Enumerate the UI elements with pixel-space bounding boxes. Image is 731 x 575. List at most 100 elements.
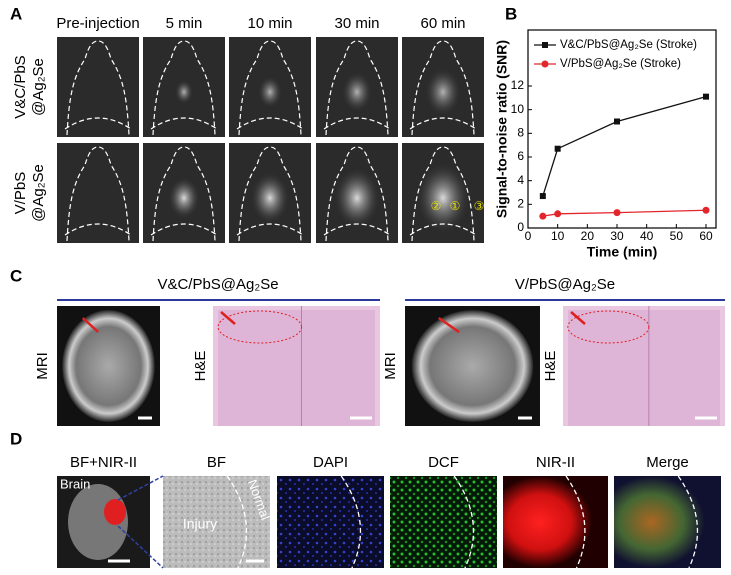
x-tick-label: 50 bbox=[670, 229, 684, 243]
column-label: 60 min bbox=[420, 15, 465, 32]
x-tick-label: 40 bbox=[640, 229, 654, 243]
legend-label: V&C/PbS@Ag₂Se (Stroke) bbox=[560, 39, 697, 51]
column-label: 30 min bbox=[334, 15, 379, 32]
y-tick-label: 8 bbox=[517, 126, 524, 140]
column-label: 10 min bbox=[247, 15, 292, 32]
legend-marker bbox=[542, 42, 548, 48]
head-outline bbox=[409, 146, 477, 242]
image-label: MRI bbox=[382, 352, 399, 380]
plot-frame bbox=[527, 29, 717, 229]
image-label: H&E bbox=[192, 351, 209, 382]
point bbox=[702, 206, 710, 214]
column-label: 5 min bbox=[166, 15, 203, 32]
row-label-line: V&C/PbS bbox=[12, 55, 29, 118]
head-outline bbox=[150, 40, 218, 136]
lesion bbox=[567, 310, 650, 344]
mri-head bbox=[62, 310, 155, 422]
signal bbox=[168, 177, 200, 219]
x-tick-label: 20 bbox=[581, 229, 595, 243]
point bbox=[554, 210, 562, 218]
panel-label: C bbox=[10, 266, 22, 285]
point bbox=[613, 209, 621, 217]
head-outline bbox=[236, 40, 304, 136]
x-tick-label: 10 bbox=[551, 229, 565, 243]
series-line bbox=[542, 96, 707, 197]
group-title: V/PbS@Ag₂Se bbox=[515, 276, 615, 293]
micrograph bbox=[503, 476, 608, 568]
signal bbox=[258, 76, 282, 108]
he-tissue bbox=[218, 310, 375, 426]
image-label: MRI bbox=[34, 352, 51, 380]
zoom-line bbox=[117, 475, 164, 501]
roi-label: ① bbox=[450, 199, 461, 213]
group-title: V&C/PbS@Ag₂Se bbox=[157, 276, 278, 293]
row-label-line: V/PbS bbox=[12, 172, 29, 215]
signal bbox=[175, 80, 193, 104]
point bbox=[539, 212, 547, 220]
y-tick-label: 10 bbox=[511, 102, 525, 116]
panel-label: D bbox=[10, 429, 22, 448]
point bbox=[614, 118, 620, 125]
micrograph bbox=[614, 476, 721, 568]
y-tick-label: 12 bbox=[511, 78, 525, 92]
point bbox=[703, 93, 709, 100]
signal bbox=[416, 162, 470, 234]
row-label: V/PbS@Ag₂Se bbox=[12, 164, 47, 222]
roi-label: ② bbox=[431, 199, 442, 213]
column-label: BF bbox=[207, 454, 226, 471]
lesion bbox=[217, 310, 303, 344]
head-outline bbox=[323, 40, 391, 136]
boundary bbox=[565, 475, 586, 569]
series-line bbox=[542, 209, 707, 217]
boundary bbox=[226, 475, 248, 569]
image-label: H&E bbox=[542, 351, 559, 382]
micrograph bbox=[390, 476, 497, 568]
boundary bbox=[677, 475, 699, 569]
x-axis-label: Time (min) bbox=[587, 244, 658, 260]
mri-head bbox=[411, 310, 534, 422]
he-tissue bbox=[568, 310, 720, 426]
head-outline bbox=[409, 40, 477, 136]
row-label-line: @Ag₂Se bbox=[30, 58, 47, 116]
legend-label: V/PbS@Ag₂Se (Stroke) bbox=[560, 58, 681, 70]
head-outline bbox=[64, 40, 132, 136]
head-outline bbox=[236, 146, 304, 242]
signal bbox=[342, 72, 372, 112]
column-label: DAPI bbox=[313, 454, 348, 471]
annotation: Brain bbox=[60, 476, 90, 491]
annotation: Injury bbox=[183, 516, 217, 532]
x-tick-label: 30 bbox=[610, 229, 624, 243]
x-tick-label: 0 bbox=[525, 229, 532, 243]
head-outline bbox=[64, 146, 132, 242]
point bbox=[554, 145, 561, 152]
image-tile bbox=[57, 143, 139, 243]
arrow bbox=[570, 311, 586, 325]
head-outline bbox=[323, 146, 391, 242]
column-label: Merge bbox=[646, 454, 689, 471]
y-tick-label: 6 bbox=[517, 149, 524, 163]
panel-label: A bbox=[10, 4, 22, 23]
micrograph bbox=[277, 476, 384, 568]
column-label: NIR-II bbox=[536, 454, 575, 471]
head-outline bbox=[150, 146, 218, 242]
arrow bbox=[220, 311, 236, 325]
signal bbox=[425, 68, 461, 116]
image-tile bbox=[57, 37, 139, 137]
roi-label: ③ bbox=[474, 199, 485, 213]
boundary bbox=[453, 475, 475, 569]
y-tick-label: 2 bbox=[517, 197, 524, 211]
boundary bbox=[340, 475, 362, 569]
zoom-line bbox=[117, 525, 164, 569]
micrograph bbox=[163, 476, 270, 568]
arrow bbox=[81, 317, 100, 333]
legend-marker bbox=[541, 60, 549, 68]
panel-label: B bbox=[505, 4, 517, 23]
column-label: BF+NIR-II bbox=[70, 454, 137, 471]
signal bbox=[250, 172, 290, 224]
column-label: DCF bbox=[428, 454, 459, 471]
y-tick-label: 0 bbox=[517, 220, 524, 234]
column-label: Pre-injection bbox=[56, 15, 139, 32]
signal bbox=[334, 167, 380, 229]
nir-signal bbox=[104, 499, 126, 525]
